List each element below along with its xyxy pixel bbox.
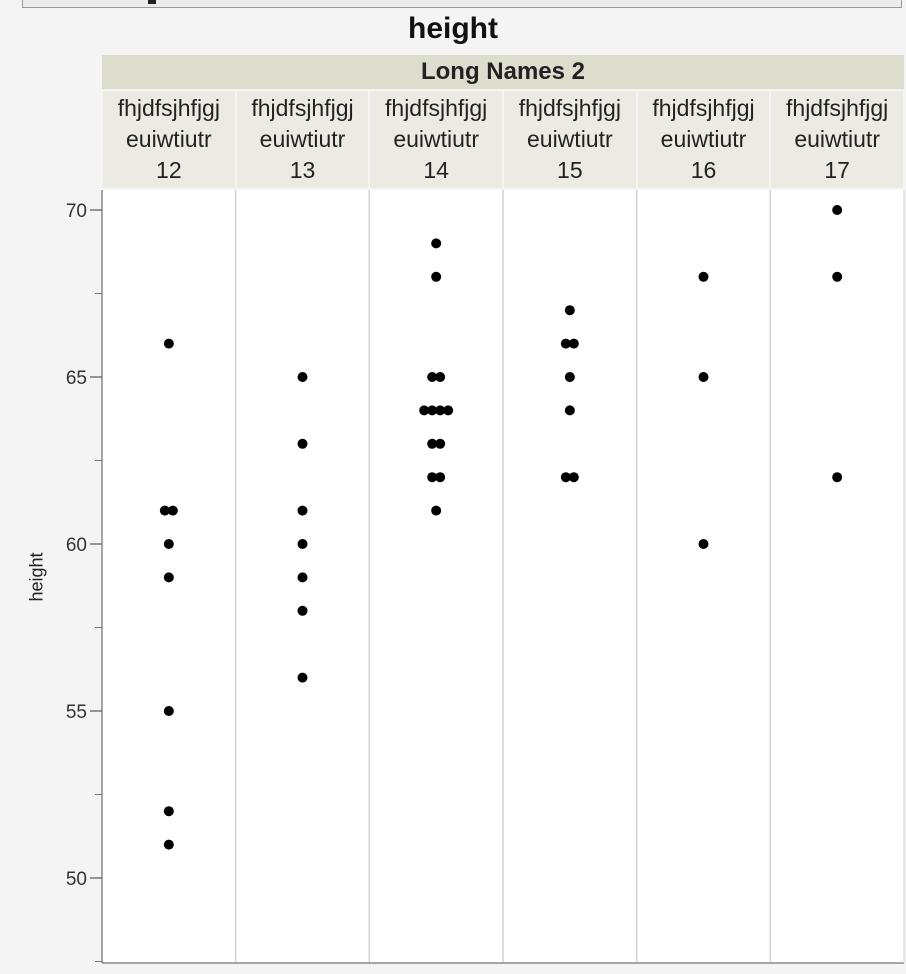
data-point — [163, 539, 174, 549]
data-point — [297, 372, 308, 382]
data-point — [297, 672, 308, 683]
category-header-line1: fhjdfsjhfjgj — [518, 95, 621, 121]
data-point — [564, 405, 575, 416]
data-point — [163, 806, 174, 817]
data-point — [419, 405, 430, 416]
category-header: fhjdfsjhfjgj euiwtiutr 15 — [504, 91, 636, 188]
category-header-line3: 12 — [156, 157, 182, 183]
data-point — [297, 438, 308, 449]
data-point — [698, 271, 709, 282]
data-point — [431, 271, 442, 282]
data-point — [435, 372, 446, 382]
data-point — [431, 238, 442, 249]
category-header-line1: fhjdfsjhfjgj — [385, 95, 488, 121]
y-tick-label: 55 — [66, 702, 87, 723]
category-header-line2: euiwtiutr — [393, 126, 479, 152]
data-point — [560, 338, 571, 349]
category-header-line2: euiwtiutr — [259, 126, 346, 152]
data-point — [427, 472, 438, 483]
category-header-line1: fhjdfsjhfjgj — [117, 95, 220, 121]
category-header: fhjdfsjhfjgj euiwtiutr 16 — [637, 91, 770, 188]
y-tick-label: 60 — [66, 535, 87, 556]
data-point — [167, 505, 178, 516]
data-point — [297, 572, 308, 583]
category-header-line2: euiwtiutr — [794, 126, 880, 152]
category-header-line1: fhjdfsjhfjgj — [786, 95, 889, 121]
data-point — [698, 372, 709, 382]
y-tick-label: 50 — [66, 869, 87, 890]
category-header-line1: fhjdfsjhfjgj — [251, 95, 354, 121]
category-header: fhjdfsjhfjgj euiwtiutr 17 — [771, 91, 903, 188]
data-point — [427, 372, 438, 382]
category-header-line2: euiwtiutr — [660, 126, 747, 152]
category-header-line3: 13 — [289, 157, 316, 183]
category-header-line3: 17 — [824, 157, 850, 183]
data-point — [564, 305, 575, 316]
category-header: fhjdfsjhfjgj euiwtiutr 14 — [370, 91, 502, 188]
data-point — [431, 505, 442, 516]
data-point — [297, 605, 308, 616]
data-point — [163, 338, 174, 349]
top-frame-glyph — [148, 0, 156, 4]
data-point — [297, 539, 308, 549]
data-point — [159, 505, 170, 516]
category-header: fhjdfsjhfjgj euiwtiutr 13 — [236, 91, 369, 188]
category-header-line3: 14 — [423, 157, 449, 183]
data-point — [163, 839, 174, 850]
y-axis-label: height — [26, 552, 47, 602]
data-point — [832, 271, 843, 282]
y-tick-label: 65 — [66, 368, 87, 389]
data-point — [698, 539, 709, 549]
data-point — [435, 472, 446, 483]
category-header: fhjdfsjhfjgj euiwtiutr 12 — [103, 91, 235, 188]
data-point — [435, 405, 446, 416]
top-frame-edge — [22, 0, 902, 8]
data-point — [568, 338, 579, 349]
y-tick-label: 70 — [66, 201, 87, 222]
group-header: Long Names 2 — [102, 55, 904, 89]
data-point — [568, 472, 579, 483]
data-point — [832, 205, 843, 215]
category-header-line3: 15 — [557, 157, 583, 183]
category-header-line2: euiwtiutr — [527, 126, 613, 152]
data-point — [564, 372, 575, 382]
data-point — [832, 472, 843, 483]
graph-title: height — [408, 12, 498, 45]
data-point — [163, 572, 174, 583]
data-point — [297, 505, 308, 516]
data-point — [163, 706, 174, 716]
data-point — [427, 405, 438, 416]
data-point — [435, 438, 446, 449]
data-point — [427, 438, 438, 449]
data-point — [443, 405, 454, 416]
category-header-line2: euiwtiutr — [126, 126, 212, 152]
data-point — [560, 472, 571, 483]
category-header-line3: 16 — [690, 157, 717, 183]
category-header-line1: fhjdfsjhfjgj — [652, 95, 755, 121]
